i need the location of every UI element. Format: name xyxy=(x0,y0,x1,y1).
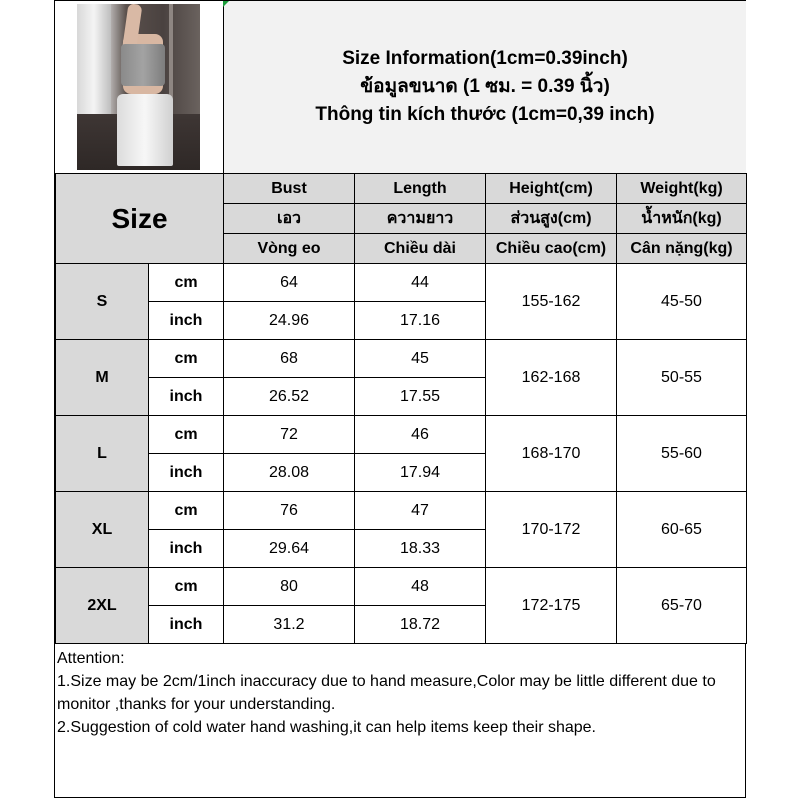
length-value: 44 xyxy=(354,263,486,302)
height-value: 162-168 xyxy=(485,339,617,416)
unit-label: inch xyxy=(148,301,224,340)
size-row-inch: inch 26.52 17.55 xyxy=(56,377,747,416)
size-label: XL xyxy=(55,491,149,568)
size-row-inch: inch 31.2 18.72 xyxy=(56,605,747,644)
title-vietnamese: Thông tin kích thước (1cm=0,39 inch) xyxy=(315,104,655,125)
length-value: 17.55 xyxy=(354,377,486,416)
cell-marker xyxy=(223,1,229,7)
length-value: 46 xyxy=(354,415,486,454)
length-value: 47 xyxy=(354,491,486,530)
col-header: ความยาว xyxy=(354,203,486,234)
size-label: M xyxy=(55,339,149,416)
bust-value: 80 xyxy=(223,567,355,606)
size-table: Size Bust Length Height(cm) Weight(kg) เ… xyxy=(55,173,747,644)
length-value: 17.94 xyxy=(354,453,486,492)
weight-value: 45-50 xyxy=(616,263,747,340)
bust-value: 26.52 xyxy=(223,377,355,416)
size-label: S xyxy=(55,263,149,340)
title-thai: ข้อมูลขนาด (1 ซม. = 0.39 นิ้ว) xyxy=(360,76,610,97)
unit-label: cm xyxy=(148,491,224,530)
col-header: Chiều cao(cm) xyxy=(485,233,617,264)
size-label: 2XL xyxy=(55,567,149,644)
length-value: 18.33 xyxy=(354,529,486,568)
bust-value: 64 xyxy=(223,263,355,302)
unit-label: cm xyxy=(148,263,224,302)
unit-label: inch xyxy=(148,453,224,492)
length-value: 45 xyxy=(354,339,486,378)
product-photo xyxy=(77,4,200,170)
col-header: Weight(kg) xyxy=(616,173,747,204)
size-chart: Size Information(1cm=0.39inch) ข้อมูลขนา… xyxy=(54,0,747,798)
bust-value: 31.2 xyxy=(223,605,355,644)
size-label: L xyxy=(55,415,149,492)
unit-label: cm xyxy=(148,339,224,378)
header-row: Size Bust Length Height(cm) Weight(kg) xyxy=(55,173,747,264)
col-header: ส่วนสูง(cm) xyxy=(485,203,617,234)
unit-label: cm xyxy=(148,567,224,606)
bust-value: 24.96 xyxy=(223,301,355,340)
col-header: Height(cm) xyxy=(485,173,617,204)
col-header: Chiều dài xyxy=(354,233,486,264)
col-header: Vòng eo xyxy=(223,233,355,264)
height-value: 170-172 xyxy=(485,491,617,568)
attention-heading: Attention: xyxy=(57,650,125,667)
size-header: Size xyxy=(55,173,224,264)
height-value: 155-162 xyxy=(485,263,617,340)
attention-notes: Attention: 1.Size may be 2cm/1inch inacc… xyxy=(57,647,743,739)
bust-value: 28.08 xyxy=(223,453,355,492)
size-row-inch: inch 24.96 17.16 xyxy=(56,301,747,340)
col-header: เอว xyxy=(223,203,355,234)
bust-value: 76 xyxy=(223,491,355,530)
col-header: น้ำหนัก(kg) xyxy=(616,203,747,234)
weight-value: 50-55 xyxy=(616,339,747,416)
header-area: Size Information(1cm=0.39inch) ข้อมูลขนา… xyxy=(55,1,746,174)
height-value: 172-175 xyxy=(485,567,617,644)
bust-value: 68 xyxy=(223,339,355,378)
size-information-title: Size Information(1cm=0.39inch) ข้อมูลขนา… xyxy=(223,1,746,173)
col-header: Length xyxy=(354,173,486,204)
unit-label: cm xyxy=(148,415,224,454)
size-row-inch: inch 29.64 18.33 xyxy=(56,529,747,568)
title-english: Size Information(1cm=0.39inch) xyxy=(342,48,628,69)
bust-value: 72 xyxy=(223,415,355,454)
unit-label: inch xyxy=(148,605,224,644)
attention-note: 1.Size may be 2cm/1inch inaccuracy due t… xyxy=(57,673,716,713)
weight-value: 60-65 xyxy=(616,491,747,568)
attention-note: 2.Suggestion of cold water hand washing,… xyxy=(57,719,596,736)
length-value: 18.72 xyxy=(354,605,486,644)
header-row: เอว ความยาว ส่วนสูง(cm) น้ำหนัก(kg) xyxy=(56,203,747,234)
length-value: 48 xyxy=(354,567,486,606)
col-header: Bust xyxy=(223,173,355,204)
col-header: Cân nặng(kg) xyxy=(616,233,747,264)
unit-label: inch xyxy=(148,529,224,568)
length-value: 17.16 xyxy=(354,301,486,340)
weight-value: 55-60 xyxy=(616,415,747,492)
bust-value: 29.64 xyxy=(223,529,355,568)
weight-value: 65-70 xyxy=(616,567,747,644)
unit-label: inch xyxy=(148,377,224,416)
height-value: 168-170 xyxy=(485,415,617,492)
size-row-cm: 2XL cm 80 48 172-175 65-70 xyxy=(55,567,747,644)
size-row-inch: inch 28.08 17.94 xyxy=(56,453,747,492)
size-row-cm: XL cm 76 47 170-172 60-65 xyxy=(55,491,747,568)
header-row: Vòng eo Chiều dài Chiều cao(cm) Cân nặng… xyxy=(56,233,747,264)
